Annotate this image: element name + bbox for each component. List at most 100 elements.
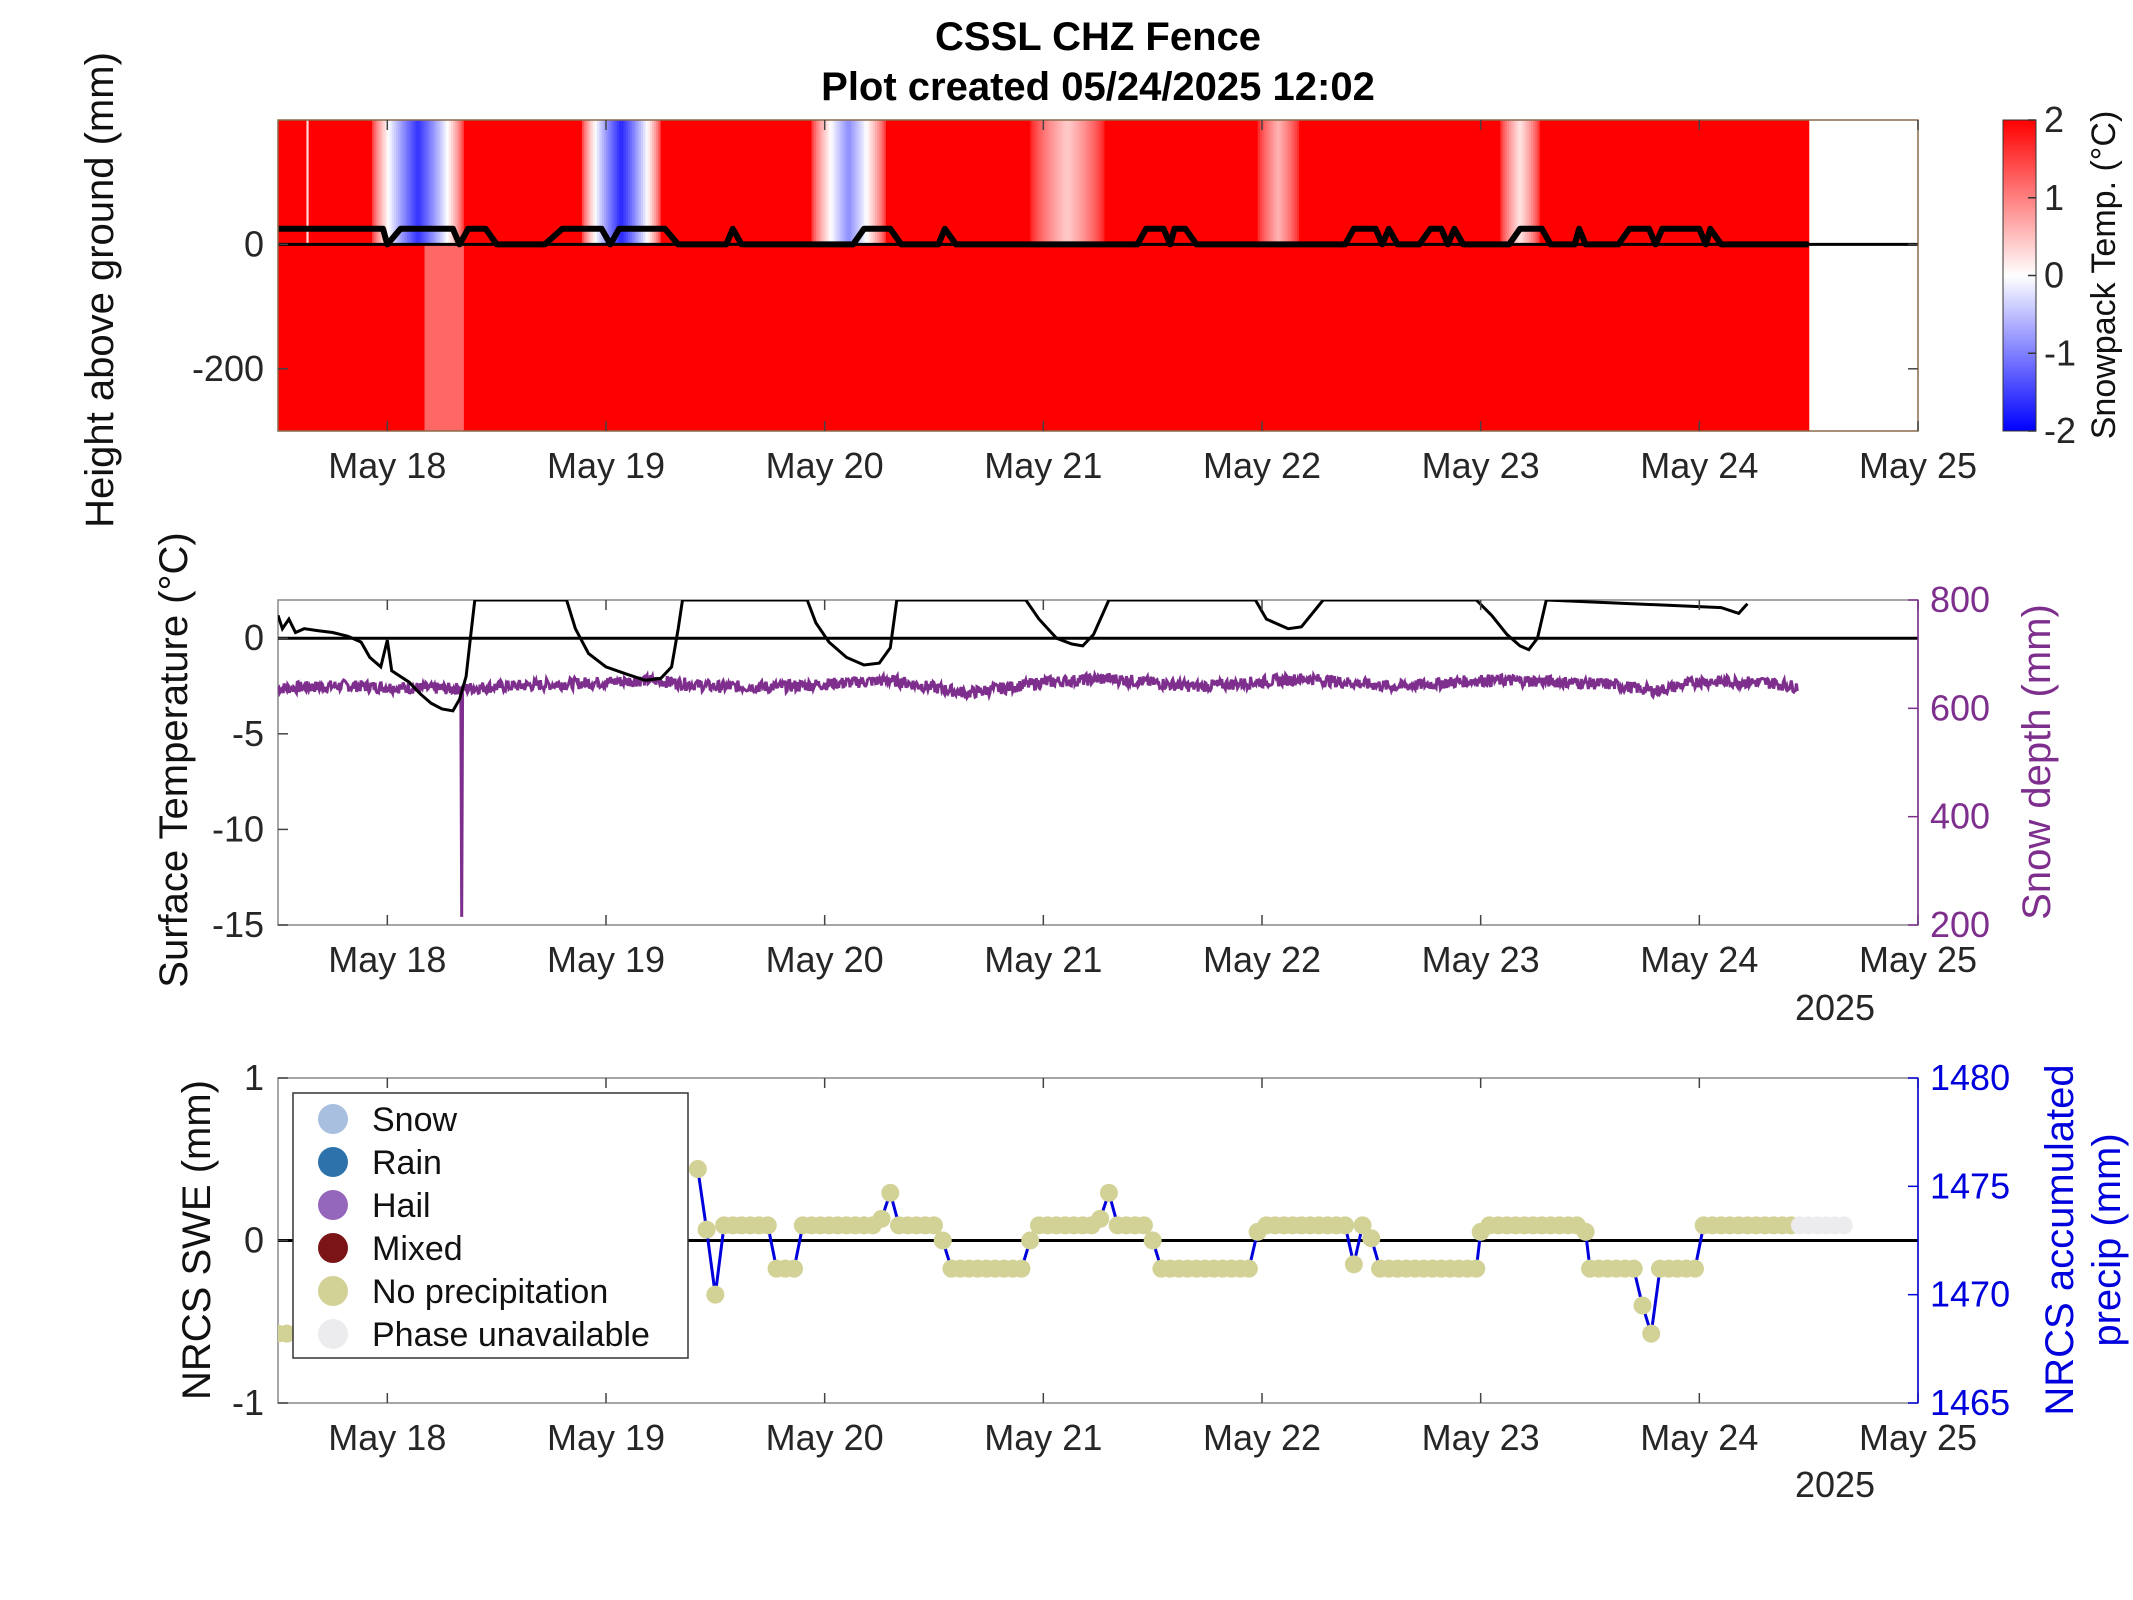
- heatmap-cell: [839, 244, 843, 431]
- legend-marker: [318, 1233, 348, 1263]
- heatmap-cell: [1590, 120, 1593, 245]
- heatmap-cell: [612, 244, 616, 431]
- heatmap-cell: [1474, 244, 1477, 431]
- heatmap-cell: [1347, 244, 1351, 431]
- heatmap-cell: [1463, 120, 1466, 245]
- heatmap-cell: [1023, 120, 1027, 245]
- heatmap-cell: [1675, 120, 1679, 245]
- heatmap-cell: [1148, 120, 1152, 245]
- heatmap-cell: [1325, 244, 1329, 431]
- heatmap-cell: [483, 244, 487, 431]
- heatmap-cell: [1605, 120, 1609, 245]
- heatmap-cell: [995, 244, 999, 431]
- heatmap-cell: [481, 120, 485, 245]
- heatmap-cell: [745, 120, 749, 245]
- no-precip-point: [881, 1183, 900, 1202]
- heatmap-cell: [885, 120, 889, 245]
- heatmap-cell: [1404, 120, 1407, 245]
- heatmap-cell: [564, 244, 568, 431]
- heatmap-cell: [310, 244, 314, 431]
- heatmap-cell: [1541, 244, 1545, 431]
- heatmap-cell: [1321, 244, 1324, 431]
- colorbar-tick-label: -1: [2044, 332, 2076, 373]
- heatmap-cell: [1412, 120, 1416, 245]
- heatmap-cell: [1325, 120, 1329, 245]
- heatmap-cell: [621, 244, 625, 431]
- heatmap-cell: [1786, 120, 1790, 245]
- heatmap-cell: [1465, 120, 1469, 245]
- heatmap-cell: [1338, 120, 1342, 245]
- heatmap-cell: [1633, 244, 1637, 431]
- heatmap-cell: [387, 120, 391, 245]
- heatmap-cell: [282, 244, 286, 431]
- heatmap-cell: [966, 244, 970, 431]
- heatmap-cell: [1410, 244, 1414, 431]
- heatmap-cell: [367, 244, 371, 431]
- heatmap-cell: [1045, 244, 1049, 431]
- heatmap-cell: [1229, 244, 1232, 431]
- heatmap-cell: [1091, 120, 1095, 245]
- heatmap-cell: [1688, 244, 1692, 431]
- heatmap-cell: [1312, 244, 1316, 431]
- heatmap-cell: [675, 244, 679, 431]
- heatmap-cell: [1498, 244, 1501, 431]
- heatmap-cell: [330, 244, 334, 431]
- heatmap-cell: [1010, 120, 1014, 245]
- heatmap-cell: [1419, 120, 1423, 245]
- heatmap-cell: [1493, 244, 1497, 431]
- heatmap-cell: [1719, 244, 1722, 431]
- heatmap-cell: [1500, 244, 1504, 431]
- heatmap-cell: [361, 120, 364, 245]
- heatmap-cell: [420, 120, 423, 245]
- heatmap-cell: [590, 244, 594, 431]
- heatmap-cell: [1729, 120, 1733, 245]
- heatmap-cell: [975, 120, 979, 245]
- heatmap-cell: [1694, 120, 1698, 245]
- heatmap-cell: [1377, 244, 1381, 431]
- heatmap-cell: [1773, 244, 1777, 431]
- heatmap-cell: [1749, 120, 1753, 245]
- heatmap-cell: [1454, 120, 1458, 245]
- heatmap-cell: [1222, 244, 1226, 431]
- heatmap-cell: [689, 120, 692, 245]
- heatmap-cell: [1557, 120, 1560, 245]
- heatmap-cell: [1192, 120, 1195, 245]
- heatmap-cell: [1329, 244, 1333, 431]
- panel1-ylabel: Height above ground (mm): [78, 52, 122, 528]
- heatmap-cell: [507, 244, 511, 431]
- heatmap-cell: [1366, 244, 1370, 431]
- heatmap-cell: [1132, 120, 1136, 245]
- y-tick-label: 0: [244, 1220, 264, 1261]
- heatmap-cell: [1799, 244, 1803, 431]
- heatmap-cell: [640, 244, 644, 431]
- heatmap-cell: [579, 120, 583, 245]
- heatmap-cell: [1318, 244, 1322, 431]
- heatmap-cell: [1163, 244, 1167, 431]
- heatmap-cell: [1642, 244, 1646, 431]
- heatmap-cell: [588, 120, 592, 245]
- heatmap-cell: [361, 244, 364, 431]
- heatmap-cell: [1012, 120, 1016, 245]
- heatmap-cell: [724, 244, 727, 431]
- heatmap-cell: [1388, 120, 1392, 245]
- heatmap-cell: [1030, 244, 1033, 431]
- heatmap-cell: [804, 244, 808, 431]
- snow-depth-profile-line: [278, 225, 1809, 248]
- heatmap-cell: [317, 244, 321, 431]
- heatmap-cell: [1277, 120, 1281, 245]
- heatmap-cell: [1443, 244, 1447, 431]
- heatmap-cell: [1135, 120, 1138, 245]
- heatmap-cell: [400, 244, 404, 431]
- heatmap-cell: [1067, 244, 1071, 431]
- heatmap-cell: [1382, 244, 1386, 431]
- heatmap-cell: [1611, 120, 1615, 245]
- heatmap-cell: [1069, 244, 1073, 431]
- heatmap-cell: [912, 244, 915, 431]
- heatmap-cell: [1799, 120, 1803, 245]
- heatmap-cell: [1806, 120, 1810, 245]
- heatmap-cell: [1458, 244, 1462, 431]
- heatmap-cell: [1305, 244, 1309, 431]
- heatmap-cell: [1262, 244, 1265, 431]
- heatmap-cell: [562, 244, 566, 431]
